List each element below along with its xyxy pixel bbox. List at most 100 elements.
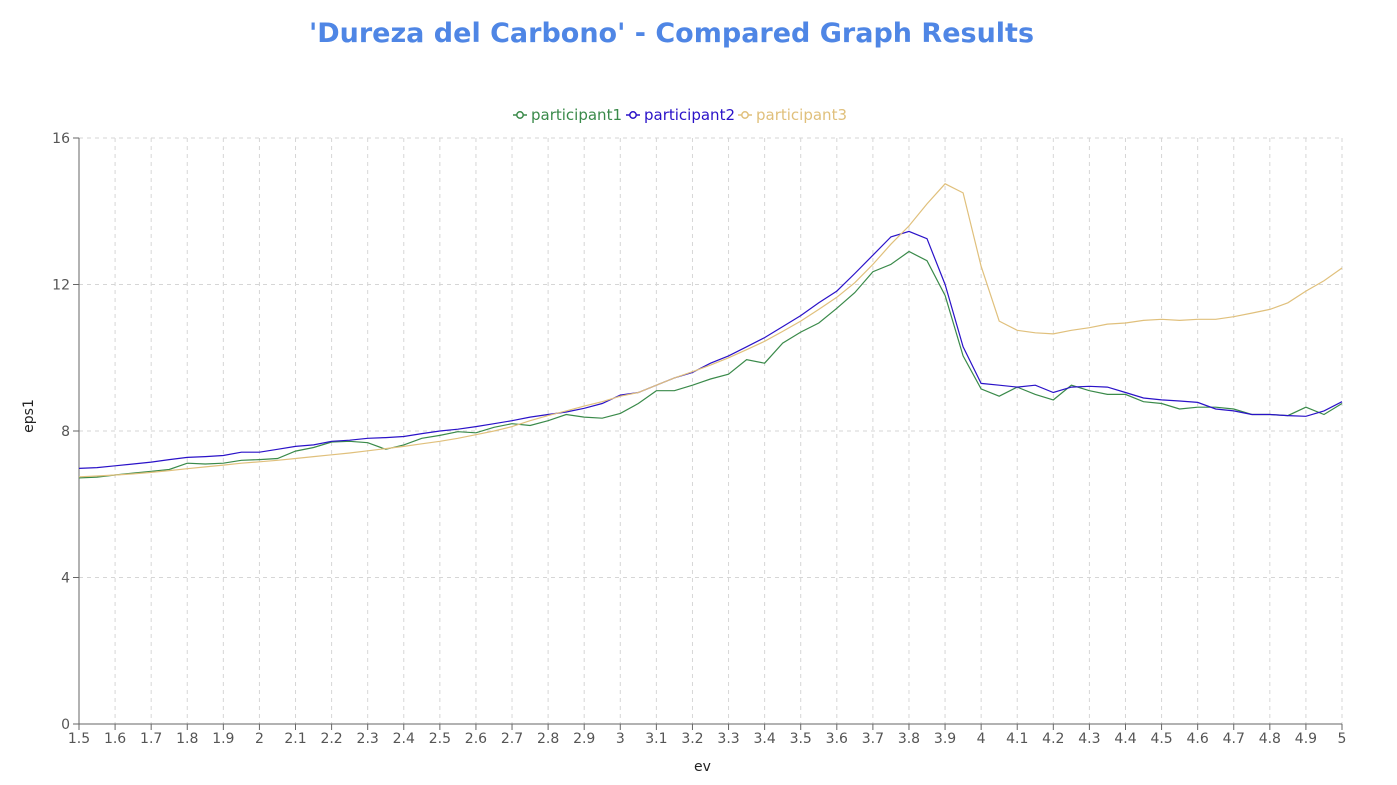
x-tick-label: 4.8	[1259, 731, 1281, 747]
x-tick: 2.5	[429, 724, 451, 747]
x-tick: 1.9	[212, 724, 234, 747]
x-tick: 1.7	[140, 724, 162, 747]
x-tick-label: 1.8	[176, 731, 198, 747]
x-tick-label: 2.4	[393, 731, 415, 747]
x-tick-label: 2.8	[537, 731, 559, 747]
x-tick: 4.4	[1114, 724, 1137, 747]
x-tick: 4.3	[1078, 724, 1101, 747]
x-tick: 2.6	[465, 724, 487, 747]
x-tick-label: 4.1	[1006, 731, 1028, 747]
x-tick-label: 4.5	[1150, 731, 1172, 747]
x-tick: 3.8	[898, 724, 920, 747]
x-tick: 1.5	[68, 724, 90, 747]
x-tick-label: 1.6	[104, 731, 126, 747]
x-tick-label: 4.6	[1187, 731, 1209, 747]
series-line-participant1	[78, 250, 1343, 479]
x-tick-label: 2.9	[573, 731, 595, 747]
y-tick-label: 0	[61, 717, 70, 733]
x-tick: 2.2	[320, 724, 343, 747]
x-tick: 4.5	[1150, 724, 1173, 747]
series-line-participant2	[78, 230, 1343, 469]
x-tick: 3.2	[681, 724, 704, 747]
x-tick-label: 2.6	[465, 731, 487, 747]
x-tick-label: 3.8	[898, 731, 920, 747]
x-axis-label: ev	[694, 759, 711, 775]
x-tick: 2.7	[501, 724, 523, 747]
legend-marker-icon	[741, 111, 749, 119]
x-tick-label: 4.7	[1223, 731, 1245, 747]
x-tick: 1.8	[176, 724, 198, 747]
y-tick: 12	[52, 278, 79, 294]
x-tick: 3.5	[790, 724, 812, 747]
x-tick: 3	[616, 724, 625, 747]
x-tick: 4.1	[1006, 724, 1028, 747]
x-tick: 5	[1338, 724, 1347, 747]
x-tick: 4.7	[1223, 724, 1245, 747]
legend-label: participant1	[531, 106, 622, 124]
x-tick: 4.6	[1187, 724, 1209, 747]
legend-item-participant3[interactable]: participant3	[738, 106, 847, 124]
x-tick-label: 2	[255, 731, 264, 747]
x-tick-label: 1.7	[140, 731, 162, 747]
x-tick: 3.1	[645, 724, 668, 747]
series-line-participant3	[78, 183, 1343, 478]
legend-label: participant2	[644, 106, 735, 124]
y-tick-label: 8	[61, 424, 70, 440]
x-tick-label: 3.2	[681, 731, 703, 747]
x-tick: 2.8	[537, 724, 559, 747]
x-tick-label: 1.9	[212, 731, 234, 747]
x-tick-label: 3.9	[934, 731, 956, 747]
chart-title: 'Dureza del Carbono' - Compared Graph Re…	[308, 18, 1035, 49]
x-tick-label: 2.7	[501, 731, 523, 747]
grid-lines	[78, 137, 1343, 725]
x-tick: 2.1	[284, 724, 307, 747]
x-tick: 3.6	[826, 724, 848, 747]
x-tick-label: 4.9	[1295, 731, 1317, 747]
legend-item-participant1[interactable]: participant1	[513, 106, 622, 124]
x-tick-label: 5	[1338, 731, 1347, 747]
legend-label: participant3	[756, 106, 847, 124]
x-tick-label: 3.4	[753, 731, 775, 747]
y-tick: 16	[52, 131, 79, 147]
x-tick: 3.9	[934, 724, 956, 747]
x-tick-label: 3.5	[790, 731, 812, 747]
x-tick: 1.6	[104, 724, 126, 747]
x-tick: 4.8	[1259, 724, 1281, 747]
y-tick: 0	[61, 717, 79, 733]
x-tick-label: 4.2	[1042, 731, 1064, 747]
x-tick: 4	[977, 724, 986, 747]
y-tick-label: 4	[61, 571, 70, 587]
y-tick: 4	[61, 571, 79, 587]
legend-item-participant2[interactable]: participant2	[626, 106, 735, 124]
axes: 1.5 1.6 1.7 1.8 1.9 2 2.1 2.2 2.3 2.4 2.5 2.6 2.7 2.8…	[52, 131, 1346, 747]
x-tick-label: 2.3	[357, 731, 379, 747]
x-tick-label: 2.2	[320, 731, 342, 747]
x-tick-label: 4.3	[1078, 731, 1100, 747]
x-tick: 2.9	[573, 724, 595, 747]
series-lines	[78, 183, 1343, 479]
x-tick: 3.4	[753, 724, 776, 747]
legend[interactable]: participant1 participant2 participant3	[513, 106, 847, 124]
x-tick-label: 2.5	[429, 731, 451, 747]
x-tick-label: 3	[616, 731, 625, 747]
x-tick-label: 3.7	[862, 731, 884, 747]
x-tick: 2.4	[393, 724, 415, 747]
x-tick-label: 4.4	[1114, 731, 1136, 747]
legend-marker-icon	[516, 111, 524, 119]
x-tick: 4.2	[1042, 724, 1064, 747]
y-axis-label: eps1	[21, 399, 37, 433]
x-tick: 4.9	[1295, 724, 1317, 747]
x-tick-label: 4	[977, 731, 986, 747]
x-tick-label: 3.6	[826, 731, 848, 747]
y-tick: 8	[61, 424, 79, 440]
x-tick-label: 3.3	[717, 731, 739, 747]
x-tick-label: 3.1	[645, 731, 667, 747]
y-tick-label: 12	[52, 278, 70, 294]
x-tick: 3.3	[717, 724, 740, 747]
x-tick-label: 2.1	[284, 731, 306, 747]
x-tick: 2.3	[357, 724, 379, 747]
y-tick-label: 16	[52, 131, 70, 147]
x-tick: 2	[255, 724, 264, 747]
x-tick-label: 1.5	[68, 731, 90, 747]
